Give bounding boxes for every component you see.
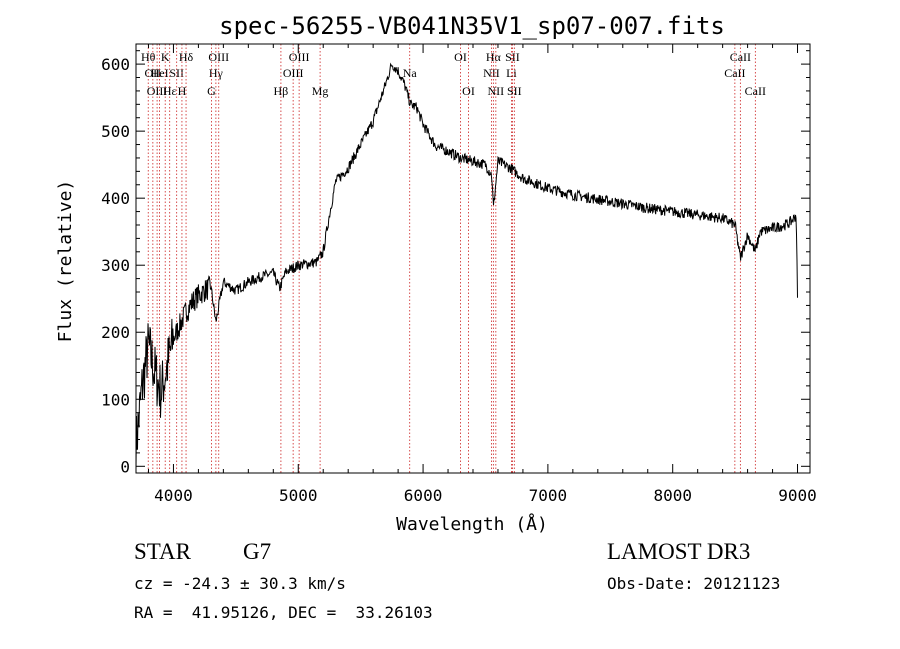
line-label-15: Mg [312, 84, 329, 98]
line-label-25: CaII [724, 66, 745, 80]
line-label-10: G [207, 84, 216, 98]
x-tick-label-3: 7000 [529, 486, 568, 505]
line-label-21: NII [488, 84, 505, 98]
line-label-26: CaII [730, 50, 751, 64]
line-label-0: Hθ [141, 50, 156, 64]
line-label-24: SII [507, 84, 522, 98]
y-tick-label-2: 200 [101, 323, 130, 342]
object-subclass: G7 [243, 539, 272, 564]
line-label-13: OIII [283, 66, 304, 80]
x-tick-label-1: 5000 [279, 486, 318, 505]
x-tick-label-0: 4000 [154, 486, 193, 505]
line-label-17: OI [454, 50, 467, 64]
line-label-9: Hγ [209, 66, 224, 80]
y-tick-label-3: 300 [101, 256, 130, 275]
line-label-8: H [178, 84, 187, 98]
x-tick-label-2: 6000 [404, 486, 443, 505]
object-class: STAR [134, 539, 191, 564]
line-label-23: SII [505, 50, 520, 64]
line-label-19: NII [483, 66, 500, 80]
line-label-12: Hβ [274, 84, 289, 98]
axis-ticks: 4000 5000 6000 7000 8000 9000 0 100 200 300 400 500… [101, 44, 817, 505]
line-label-7: Hδ [179, 50, 194, 64]
line-label-2: OIII [147, 84, 168, 98]
line-label-16: Na [403, 66, 418, 80]
plot-frame [135, 43, 811, 474]
x-axis-label: Wavelength (Å) [396, 513, 548, 535]
spectral-lines: HθOIIOIIIHeIKHεSIIHδHHγGOIIIHβOIIIOIIIMg… [141, 44, 766, 473]
y-tick-label-1: 100 [101, 390, 130, 409]
line-label-14: OIII [289, 50, 310, 64]
line-label-20: Hα [486, 50, 502, 64]
line-label-22: Li [506, 66, 517, 80]
x-tick-label-4: 8000 [653, 486, 692, 505]
y-tick-label-6: 600 [101, 55, 130, 74]
line-label-5: Hε [163, 84, 177, 98]
x-tick-label-5: 9000 [778, 486, 817, 505]
line-label-3: HeI [151, 66, 169, 80]
redshift-readout: cz = -24.3 ± 30.3 km/s [134, 574, 346, 593]
y-tick-label-5: 500 [101, 122, 130, 141]
line-label-27: CaII [745, 84, 766, 98]
y-axis-label: Flux (relative) [55, 180, 76, 343]
line-label-4: K [161, 50, 170, 64]
line-label-6: SII [169, 66, 184, 80]
spectrum-line [135, 62, 798, 470]
y-tick-label-4: 400 [101, 189, 130, 208]
line-label-11: OIII [208, 50, 229, 64]
obs-date: Obs-Date: 20121123 [607, 574, 781, 593]
coordinates: RA = 41.95126, DEC = 33.26103 [134, 603, 433, 622]
survey-name: LAMOST DR3 [607, 539, 751, 564]
y-tick-label-0: 0 [120, 457, 130, 476]
line-label-18: OI [462, 84, 475, 98]
chart-title: spec-56255-VB041N35V1_sp07-007.fits [219, 12, 725, 40]
